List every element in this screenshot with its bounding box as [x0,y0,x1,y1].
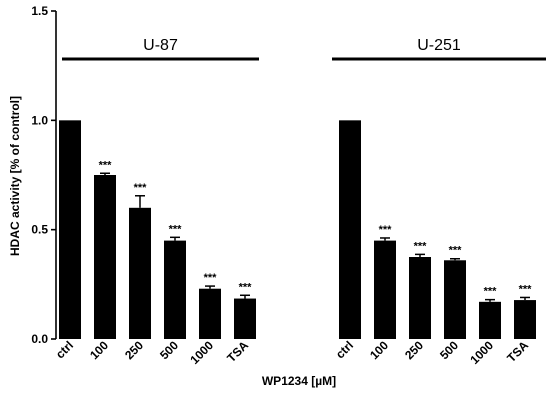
bar [374,240,396,339]
bar [234,298,256,339]
bar [444,260,466,339]
y-tick-label: 1.0 [31,113,48,127]
bar [339,120,361,339]
category-label: 500 [437,338,461,362]
significance-label: *** [449,245,463,257]
category-label: 100 [87,338,111,362]
bar [129,207,151,339]
y-tick-label: 1.5 [31,4,48,18]
category-label: 250 [402,338,426,362]
y-tick-label: 0.0 [31,332,48,346]
significance-label: *** [204,272,218,284]
group-label: U-251 [417,37,461,54]
bar [164,240,186,339]
x-axis-title: WP1234 [µM] [262,374,336,388]
bar [94,175,116,339]
significance-label: *** [414,240,428,252]
category-label: 500 [157,338,181,362]
category-label: 100 [367,338,391,362]
group-label: U-87 [143,37,178,54]
bar [59,120,81,339]
significance-label: *** [379,224,393,236]
category-label: 250 [122,338,146,362]
bar [514,300,536,339]
category-label: TSA [504,338,531,365]
significance-label: *** [239,281,253,293]
category-label: ctrl [53,338,76,361]
bar [479,301,501,339]
y-tick-label: 0.5 [31,223,48,237]
bar [409,257,431,339]
y-axis-title: HDAC activity [% of control] [8,96,22,256]
significance-label: *** [134,182,148,194]
category-label: ctrl [333,338,356,361]
category-label: TSA [224,338,251,365]
bars [59,120,536,339]
significance-label: *** [519,283,533,295]
significance-label: *** [484,286,498,298]
category-label: 1000 [187,338,216,367]
axes [51,10,546,340]
category-label: 1000 [467,338,496,367]
significance-label: *** [99,159,113,171]
significance-label: *** [169,223,183,235]
bar [199,288,221,339]
